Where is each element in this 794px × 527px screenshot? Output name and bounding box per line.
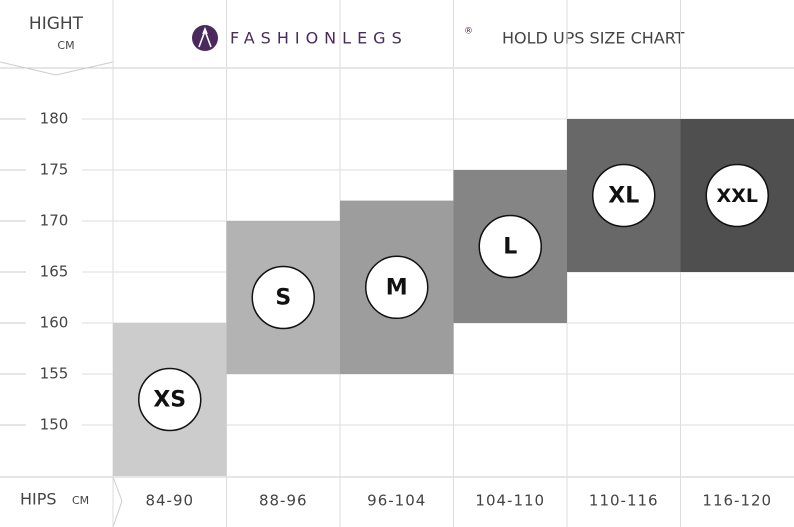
header-chevron bbox=[0, 61, 114, 76]
footer-arrow bbox=[112, 476, 123, 527]
x-tick-label: 110-116 bbox=[589, 492, 659, 510]
size-badge bbox=[705, 163, 769, 228]
size-label: XL bbox=[608, 184, 639, 209]
size-label: XS bbox=[153, 388, 186, 413]
y-tick-label: 160 bbox=[40, 314, 69, 332]
logo bbox=[192, 25, 218, 51]
logo-circle bbox=[192, 25, 218, 51]
size-badge bbox=[365, 255, 429, 320]
y-tick-label: 180 bbox=[40, 110, 69, 128]
size-label: S bbox=[275, 286, 291, 311]
size-label: M bbox=[386, 275, 408, 300]
x-label: HIPS bbox=[20, 490, 57, 509]
x-tick-label: 88-96 bbox=[259, 492, 308, 510]
size-badge bbox=[592, 163, 656, 228]
x-tick-label: 96-104 bbox=[367, 492, 426, 510]
x-tick-label: 104-110 bbox=[475, 492, 545, 510]
size-label: L bbox=[503, 235, 517, 260]
y-tick-label: 175 bbox=[40, 161, 69, 179]
x-tick-label: 84-90 bbox=[145, 492, 194, 510]
brand: FASHIONLEGS bbox=[230, 29, 408, 48]
y-tick-label: 170 bbox=[40, 212, 69, 230]
x-tick-label: 116-120 bbox=[702, 492, 772, 510]
logo-legs bbox=[198, 26, 212, 48]
y-label: HIGHT bbox=[29, 14, 84, 34]
x-unit: CM bbox=[72, 494, 89, 507]
y-unit: CM bbox=[57, 39, 74, 52]
brand-mark: ® bbox=[464, 27, 473, 37]
y-tick-label: 150 bbox=[40, 416, 69, 434]
size-badge bbox=[251, 265, 315, 330]
size-badge bbox=[138, 367, 202, 432]
size-badge bbox=[478, 214, 542, 279]
size-label: XXL bbox=[717, 185, 758, 207]
chart-title: HOLD UPS SIZE CHART bbox=[502, 29, 685, 48]
y-tick-label: 165 bbox=[40, 263, 69, 281]
y-tick-label: 155 bbox=[40, 365, 69, 383]
